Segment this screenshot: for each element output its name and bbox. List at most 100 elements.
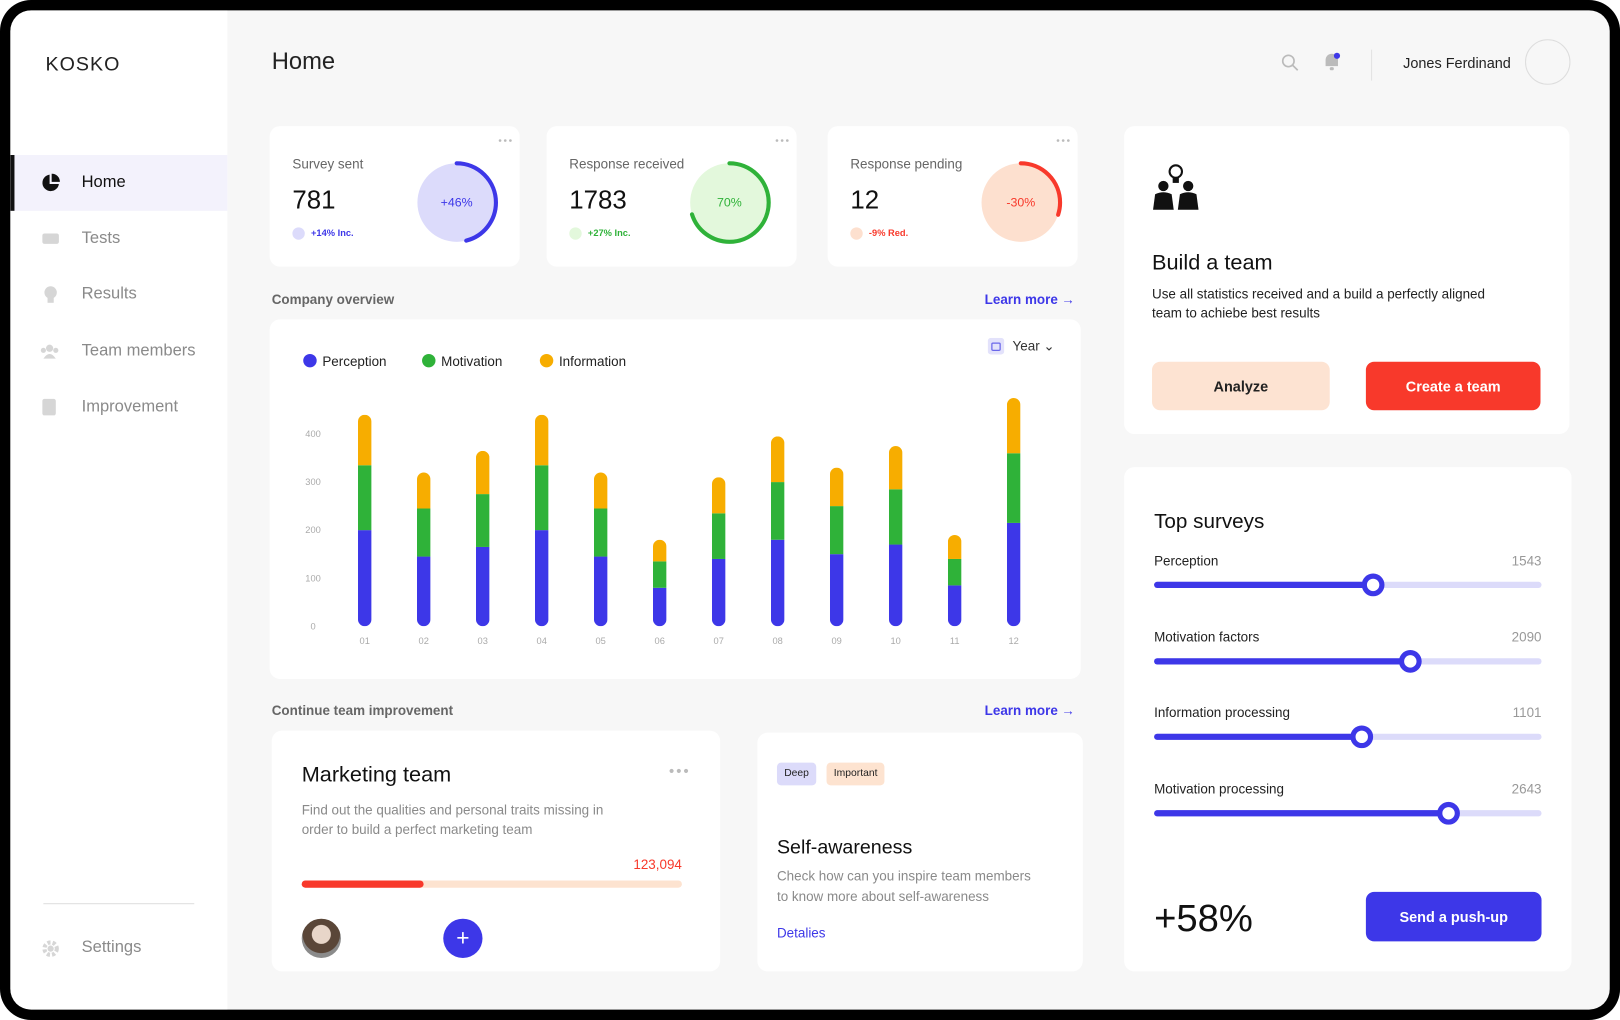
nav-item[interactable]: Results bbox=[82, 286, 137, 303]
tag: Important bbox=[826, 762, 885, 786]
bar-segment bbox=[1006, 522, 1021, 627]
legend-swatch bbox=[303, 353, 317, 368]
card-title: Build a team bbox=[1152, 251, 1273, 275]
slider-fill bbox=[1154, 733, 1362, 740]
bar-segment bbox=[534, 465, 549, 531]
x-tick-label: 10 bbox=[891, 636, 901, 646]
x-tick-label: 01 bbox=[360, 636, 370, 646]
details-link[interactable]: Detalies bbox=[776, 924, 826, 941]
link-text: Learn more bbox=[984, 702, 1058, 719]
card-title: Marketing team bbox=[301, 762, 452, 787]
more-icon[interactable] bbox=[668, 768, 689, 774]
calendar-icon bbox=[987, 337, 1005, 355]
logo: KOSKO bbox=[45, 53, 121, 76]
stat-value: 1783 bbox=[569, 186, 627, 215]
more-icon[interactable] bbox=[1056, 138, 1070, 142]
nav-item[interactable]: Improvement bbox=[81, 397, 179, 416]
gauge: 70% bbox=[688, 161, 771, 244]
bar-segment bbox=[829, 554, 844, 627]
card-text: team to achiebe best results bbox=[1152, 304, 1321, 321]
bar-segment bbox=[475, 494, 490, 547]
survey-name: Motivation processing bbox=[1154, 780, 1284, 797]
survey-count: 1101 bbox=[1512, 704, 1542, 721]
learn-more-link[interactable]: Learn more → bbox=[984, 291, 1075, 307]
change-icon bbox=[292, 227, 305, 240]
stat-label: Response pending bbox=[850, 156, 963, 172]
survey-name: Motivation factors bbox=[1154, 628, 1260, 645]
card-text: to know more about self-awareness bbox=[776, 888, 989, 905]
survey-name: Perception bbox=[1154, 552, 1219, 569]
chart: 0 100 200 300 400 Perception Motivation Informa… bbox=[303, 353, 1021, 646]
period-label: Year bbox=[1012, 337, 1040, 354]
bar-segment bbox=[888, 544, 903, 627]
bar-segment bbox=[947, 585, 962, 627]
legend-swatch bbox=[422, 353, 436, 368]
article-card: Deep Important Self-awareness Check how … bbox=[757, 732, 1083, 972]
gauge: +46% bbox=[415, 161, 499, 244]
settings-icon bbox=[42, 940, 59, 957]
slider-knob[interactable] bbox=[1398, 649, 1422, 673]
dot bbox=[1066, 139, 1070, 142]
stat-change: -9% Red. bbox=[850, 227, 908, 240]
home-icon bbox=[42, 173, 60, 192]
y-tick-label: 300 bbox=[305, 477, 320, 487]
search-icon[interactable] bbox=[1281, 54, 1300, 73]
page-title: Home bbox=[271, 47, 336, 75]
active-nav-marker bbox=[10, 155, 15, 211]
bar-segment bbox=[475, 546, 490, 627]
learn-more-link[interactable]: Learn more → bbox=[984, 702, 1075, 719]
divider bbox=[43, 903, 195, 905]
slider-knob[interactable] bbox=[1437, 801, 1460, 825]
period-dropdown[interactable]: Year ⌄ bbox=[1012, 337, 1055, 354]
gauge-label: 70% bbox=[717, 196, 742, 210]
member-avatar[interactable] bbox=[301, 918, 341, 958]
bar-segment bbox=[770, 482, 785, 540]
x-tick-label: 03 bbox=[478, 636, 488, 646]
add-member-button[interactable]: + bbox=[443, 918, 483, 958]
stat-label: Survey sent bbox=[292, 156, 364, 172]
analyze-button[interactable]: Analyze bbox=[1152, 361, 1330, 411]
stat-card: Response pending 12 -9% Red. -30% bbox=[827, 126, 1078, 267]
x-tick-label: 04 bbox=[537, 636, 547, 646]
slider-knob[interactable] bbox=[1361, 573, 1385, 597]
nav-item[interactable]: Settings bbox=[82, 939, 142, 956]
bar-segment bbox=[416, 472, 431, 509]
bar-segment bbox=[770, 539, 785, 627]
slider-knob[interactable] bbox=[1350, 725, 1374, 749]
team-icon bbox=[1153, 164, 1199, 210]
change-icon bbox=[569, 227, 582, 240]
stacked-bar bbox=[416, 472, 431, 627]
nav-label: Results bbox=[81, 285, 137, 303]
card-title: Self-awareness bbox=[776, 837, 913, 859]
nav-item[interactable]: Tests bbox=[82, 230, 121, 247]
bell-icon[interactable] bbox=[1322, 52, 1341, 73]
nav-label: Team members bbox=[81, 342, 196, 360]
x-tick-label: 12 bbox=[1009, 636, 1019, 646]
bar-segment bbox=[652, 561, 667, 588]
nav-label: Improvement bbox=[81, 397, 179, 416]
improvement-icon bbox=[42, 398, 56, 416]
nav-item[interactable]: Home bbox=[81, 173, 126, 192]
stat-label: Response received bbox=[569, 156, 685, 172]
bar-segment bbox=[888, 489, 903, 545]
progress-fill bbox=[301, 880, 424, 888]
card-text: order to build a perfect marketing team bbox=[301, 821, 533, 838]
avatar[interactable] bbox=[1525, 39, 1571, 85]
change-icon bbox=[850, 227, 863, 240]
y-tick-label: 200 bbox=[305, 525, 320, 535]
more-icon[interactable] bbox=[775, 138, 789, 142]
gauge-arc bbox=[415, 161, 499, 244]
gauge-label: -30% bbox=[1006, 196, 1035, 210]
dot bbox=[498, 139, 502, 142]
build-team-card: Build a team Use all statistics received… bbox=[1124, 126, 1570, 435]
more-icon[interactable] bbox=[498, 138, 512, 142]
create-team-button[interactable]: Create a team bbox=[1365, 361, 1541, 411]
dot bbox=[780, 139, 784, 142]
bar-segment bbox=[475, 450, 490, 495]
nav-label: Settings bbox=[81, 938, 142, 956]
team-icon bbox=[40, 344, 59, 359]
push-up-button[interactable]: Send a push-up bbox=[1365, 891, 1542, 942]
bar-segment bbox=[358, 465, 372, 531]
stat-value: 781 bbox=[292, 186, 336, 215]
nav-item[interactable]: Team members bbox=[82, 343, 196, 360]
